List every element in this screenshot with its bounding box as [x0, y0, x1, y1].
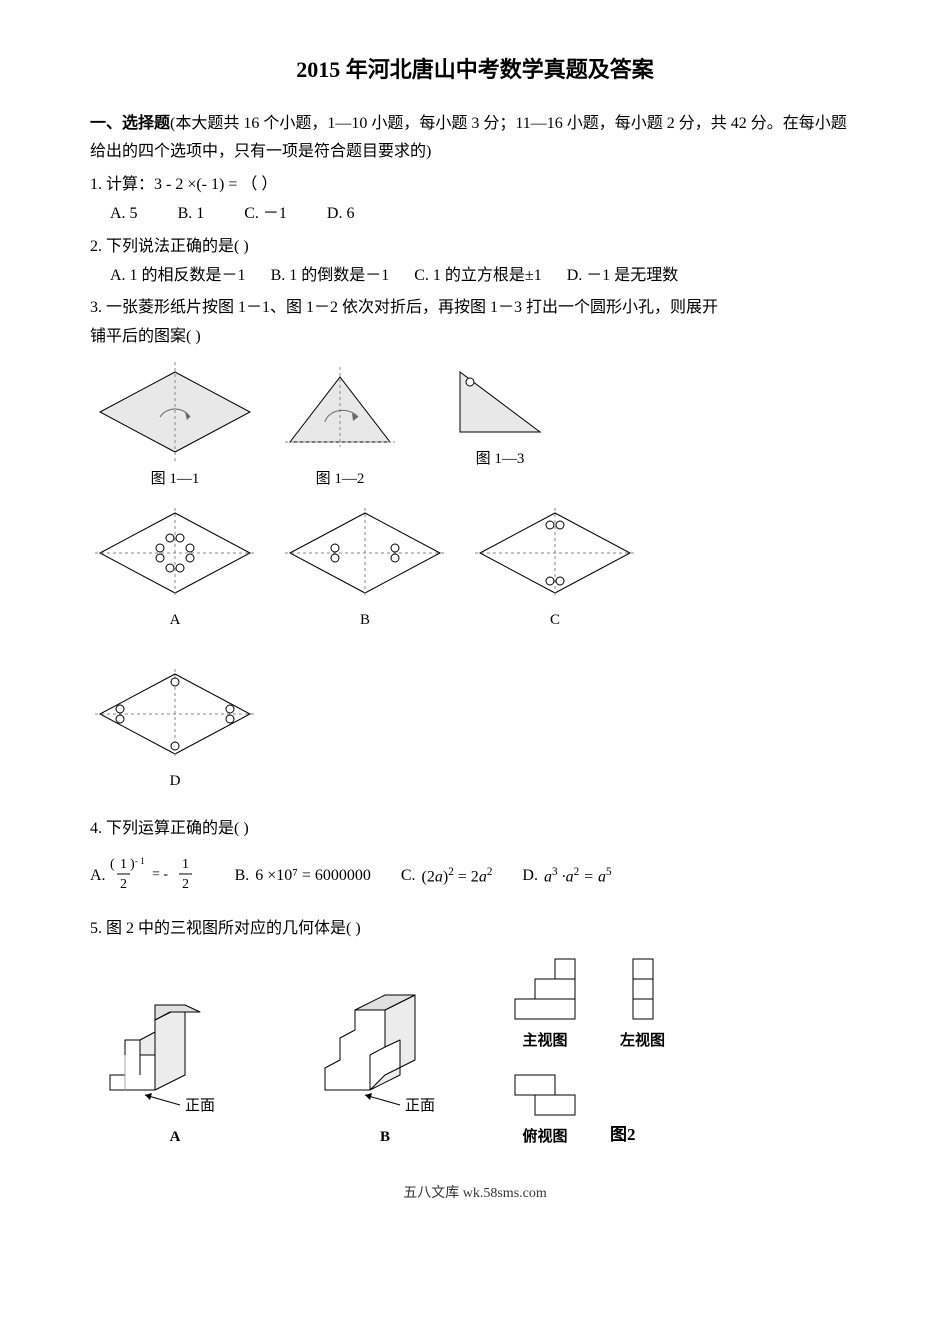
q5-a-front-label: 正面: [185, 1098, 215, 1114]
q5-row: 正面 A 正面 B: [90, 954, 860, 1151]
q4-text: 4. 下列运算正确的是( ): [90, 815, 860, 844]
fig-1-1: 图 1—1: [90, 362, 260, 493]
q2-text: 2. 下列说法正确的是( ): [90, 233, 860, 262]
fig-1-3-label: 图 1—3: [476, 446, 525, 473]
q5-top-view-label: 俯视图: [522, 1124, 567, 1151]
q1-options: A. 5 B. 1 C. －1 D. 6: [110, 200, 860, 229]
page-title: 2015 年河北唐山中考数学真题及答案: [90, 50, 860, 90]
q4-options: A. ( 1 2 ) - 1 = - 1 2 B. 6 ×10⁷ = 60000…: [90, 854, 860, 900]
q3-text1: 3. 一张菱形纸片按图 1－1、图 1－2 依次对折后，再按图 1－3 打出一个…: [90, 294, 860, 323]
q5-text: 5. 图 2 中的三视图所对应的几何体是( ): [90, 915, 860, 944]
q3-options-row2: D: [90, 664, 860, 795]
q4-opt-c-math: (2a)2 = 2a2: [422, 862, 493, 892]
q3-options-row1: A B C: [90, 503, 860, 634]
q1-opt-c: C. －1: [244, 200, 287, 229]
q2: 2. 下列说法正确的是( ) A. 1 的相反数是－1 B. 1 的倒数是－1 …: [90, 233, 860, 291]
q4-opt-a: A. ( 1 2 ) - 1 = - 1 2: [90, 854, 205, 900]
q3-opt-c-fig: C: [470, 503, 640, 634]
q4-opt-a-pre: A.: [90, 862, 106, 891]
q3-text2: 铺平后的图案( ): [90, 323, 860, 352]
fig-1-1-label: 图 1—1: [151, 466, 200, 493]
page-footer: 五八文库 wk.58sms.com: [90, 1181, 860, 1206]
q4-opt-b: B. 6 ×10⁷ = 6000000: [235, 862, 371, 891]
fig-1-2: 图 1—2: [280, 362, 400, 493]
q5-fig2-label: 图2: [610, 1120, 636, 1151]
q1-text: 1. 计算：3 - 2 ×(- 1) = （ ）: [90, 171, 860, 200]
q5-left-view-label: 左视图: [620, 1028, 665, 1055]
q5-opt-b-label: B: [380, 1124, 390, 1151]
svg-text:1: 1: [182, 857, 189, 872]
svg-text:- 1: - 1: [135, 856, 145, 866]
fig-1-2-label: 图 1—2: [316, 466, 365, 493]
q5-opt-a-label: A: [170, 1124, 181, 1151]
q4: 4. 下列运算正确的是( ) A. ( 1 2 ) - 1 = - 1 2 B.…: [90, 815, 860, 900]
q5-views: 主视图 左视图: [510, 954, 665, 1151]
section-header: 一、选择题: [90, 115, 170, 132]
q2-options: A. 1 的相反数是－1 B. 1 的倒数是－1 C. 1 的立方根是±1 D.…: [110, 262, 860, 291]
q4-opt-d-pre: D.: [522, 862, 538, 891]
svg-text:2: 2: [182, 877, 189, 892]
q3-opt-a-label: A: [170, 607, 181, 634]
q3: 3. 一张菱形纸片按图 1－1、图 1－2 依次对折后，再按图 1－3 打出一个…: [90, 294, 860, 795]
q3-opt-a-fig: A: [90, 503, 260, 634]
section-intro: 一、选择题(本大题共 16 个小题，1—10 小题，每小题 3 分；11—16 …: [90, 110, 860, 168]
q4-opt-d: D. a3 ·a2 = a5: [522, 862, 611, 892]
q5-views-top: 主视图 左视图: [510, 954, 665, 1055]
q5-b-front-label: 正面: [405, 1098, 435, 1114]
q5-top-view: 俯视图: [510, 1070, 580, 1151]
q5-opt-a-fig: 正面 A: [90, 980, 260, 1151]
q4-opt-b-text: 6 ×10⁷ = 6000000: [255, 862, 371, 891]
q1-opt-a: A. 5: [110, 200, 138, 229]
q3-opt-c-label: C: [550, 607, 560, 634]
q4-opt-d-math: a3 ·a2 = a5: [544, 862, 612, 892]
q5: 5. 图 2 中的三视图所对应的几何体是( ) 正面 A: [90, 915, 860, 1151]
q5-main-view-label: 主视图: [522, 1028, 567, 1055]
q3-opt-d-label: D: [170, 768, 181, 795]
section-desc: (本大题共 16 个小题，1—10 小题，每小题 3 分；11—16 小题，每小…: [90, 115, 847, 161]
q1-opt-d: D. 6: [327, 200, 355, 229]
fig-1-3: 图 1—3: [450, 362, 550, 473]
svg-text:1: 1: [120, 857, 127, 872]
q5-main-view: 主视图: [510, 954, 580, 1055]
q3-opt-b-label: B: [360, 607, 370, 634]
q3-opt-b-fig: B: [280, 503, 450, 634]
svg-text:2: 2: [120, 877, 127, 892]
q2-opt-b: B. 1 的倒数是－1: [271, 262, 390, 291]
q2-opt-a: A. 1 的相反数是－1: [110, 262, 246, 291]
q4-opt-a-math: ( 1 2 ) - 1 = - 1 2: [110, 854, 205, 900]
q5-left-view: 左视图: [620, 954, 665, 1055]
q3-stem-figures: 图 1—1 图 1—2 图 1—3: [90, 362, 860, 493]
q1: 1. 计算：3 - 2 ×(- 1) = （ ） A. 5 B. 1 C. －1…: [90, 171, 860, 229]
q4-opt-b-pre: B.: [235, 862, 250, 891]
q2-opt-c: C. 1 的立方根是±1: [414, 262, 541, 291]
svg-text:(: (: [110, 857, 115, 872]
q2-opt-d: D. －1 是无理数: [567, 262, 679, 291]
q4-opt-c: C. (2a)2 = 2a2: [401, 862, 493, 892]
q3-opt-d-fig: D: [90, 664, 260, 795]
q4-opt-c-pre: C.: [401, 862, 416, 891]
q5-opt-b-fig: 正面 B: [300, 980, 470, 1151]
svg-text:= -: = -: [152, 867, 168, 882]
q1-opt-b: B. 1: [178, 200, 205, 229]
